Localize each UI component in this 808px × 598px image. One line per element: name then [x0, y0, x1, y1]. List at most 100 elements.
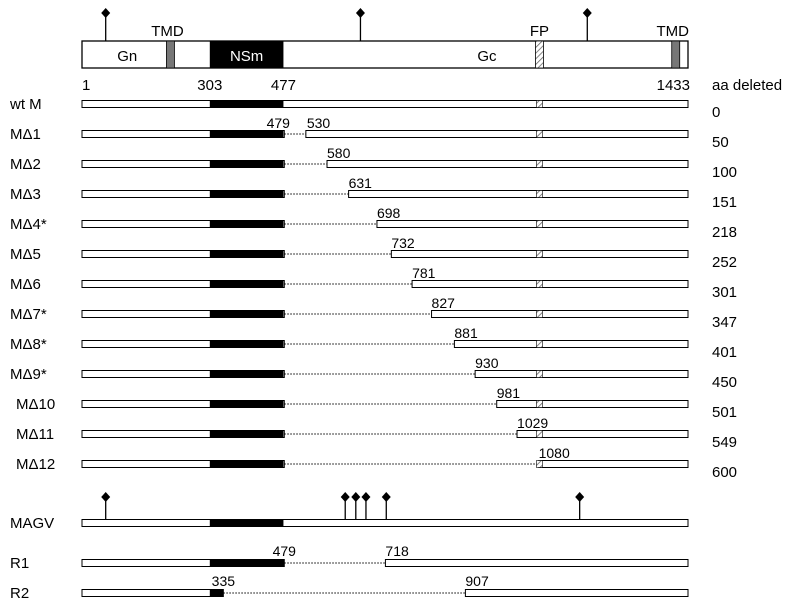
aa-deleted-count: 0: [712, 104, 720, 121]
construct-bar: [81, 130, 689, 138]
deletion-end-label: 1080: [539, 445, 570, 461]
construct-name-r: R2: [10, 585, 29, 598]
construct-bar: [81, 340, 689, 348]
deletion-end-label: 907: [465, 573, 489, 589]
feature-label-tmd: TMD: [656, 23, 689, 40]
fp-marker: [536, 370, 543, 378]
construct-name: wt M: [9, 96, 42, 113]
position-label: 1433: [657, 77, 690, 94]
deletion-end-label: 930: [475, 355, 499, 371]
construct-name-r: R1: [10, 555, 29, 572]
feature-label-fp: FP: [530, 23, 549, 40]
bar-segment-left: [81, 160, 285, 168]
aa-deleted-count: 151: [712, 194, 737, 211]
glycosylation-site: [582, 8, 592, 41]
glycosylation-site: [381, 492, 391, 520]
nsm-block: [209, 559, 285, 567]
bar-segment-right: [474, 370, 689, 378]
construct-bar: [81, 160, 689, 168]
aa-deleted-count: 450: [712, 374, 737, 391]
nsm-block: [209, 280, 284, 288]
bar-segment-left: [81, 460, 285, 468]
domain-label-gn: Gn: [117, 48, 137, 65]
fp-marker: [536, 430, 543, 438]
deletion-end-label: 732: [391, 235, 415, 251]
fp-marker: [536, 130, 543, 138]
construct-bar: [81, 370, 689, 378]
fp-marker: [536, 100, 543, 108]
construct-name: MΔ8*: [10, 336, 47, 353]
deletion-start-label: 479: [267, 115, 291, 131]
construct-name: MΔ10: [16, 396, 55, 413]
bar-segment-right: [348, 190, 689, 198]
construct-name: MΔ7*: [10, 306, 47, 323]
aa-deleted-count: 218: [712, 224, 737, 241]
aa-deleted-count: 100: [712, 164, 737, 181]
construct-bar: [81, 400, 689, 408]
bar-segment-left: [81, 190, 285, 198]
glycosylation-diamond-icon: [381, 492, 391, 502]
nsm-block: [209, 130, 284, 138]
construct-name: MΔ3: [10, 186, 41, 203]
glycosylation-site: [361, 492, 371, 520]
fp-marker: [536, 160, 543, 168]
tmd-region: [671, 40, 681, 69]
aa-deleted-count: 600: [712, 464, 737, 481]
fp-marker: [536, 220, 543, 228]
bar-segment: [81, 100, 689, 108]
deletion-end-label: 530: [307, 115, 331, 131]
nsm-block: [209, 370, 284, 378]
deletion-end-label: 827: [432, 295, 456, 311]
construct-name: MΔ1: [10, 126, 41, 143]
construct-name: MΔ4*: [10, 216, 47, 233]
nsm-block: [209, 430, 284, 438]
domain-label-gc: Gc: [477, 48, 497, 65]
deletion-end-label: 881: [454, 325, 478, 341]
fp-marker: [536, 460, 543, 468]
bar-segment-left: [81, 340, 285, 348]
glycosylation-diamond-icon: [340, 492, 350, 502]
nsm-block: [209, 190, 284, 198]
construct-bar: [81, 310, 689, 318]
glycosylation-site: [351, 492, 361, 520]
fp-marker: [536, 280, 543, 288]
glycosylation-diamond-icon: [101, 492, 111, 502]
bar-segment-left: [81, 430, 285, 438]
position-label: 1: [82, 77, 90, 94]
glycosylation-diamond-icon: [582, 8, 592, 18]
glycosylation-diamond-icon: [361, 492, 371, 502]
feature-label-tmd: TMD: [151, 23, 184, 40]
bar-segment-right: [538, 460, 689, 468]
nsm-block: [209, 220, 284, 228]
nsm-block: [209, 340, 284, 348]
bar-segment-left: [81, 370, 285, 378]
bar-segment-left: [81, 220, 285, 228]
construct-name: MΔ11: [16, 426, 54, 443]
construct-name: MΔ2: [10, 156, 41, 173]
nsm-block: [209, 310, 284, 318]
aa-deleted-count: 252: [712, 254, 737, 271]
deletion-end-label: 698: [377, 205, 401, 221]
glycosylation-diamond-icon: [355, 8, 365, 18]
deleted-column-header: aa deleted: [712, 77, 782, 94]
aa-deleted-count: 301: [712, 284, 737, 301]
bar-segment-right: [384, 559, 689, 567]
bar-segment-right: [453, 340, 689, 348]
glycosylation-site: [340, 492, 350, 520]
bar-segment-left: [81, 250, 285, 258]
fp-marker: [536, 250, 543, 258]
construct-bar: [81, 190, 689, 198]
magv-nsm-block: [209, 519, 284, 527]
deletion-end-label: 718: [385, 543, 409, 559]
deletion-start-label: 335: [212, 573, 236, 589]
construct-name-magv: MAGV: [10, 515, 54, 532]
aa-deleted-count: 501: [712, 404, 737, 421]
construct-bar: [81, 250, 689, 258]
fp-marker: [536, 340, 543, 348]
nsm-block: [209, 400, 284, 408]
nsm-block: [209, 589, 224, 597]
domain-bar-outline: [81, 40, 689, 69]
bar-segment-left: [81, 310, 285, 318]
deletion-end-label: 781: [412, 265, 436, 281]
